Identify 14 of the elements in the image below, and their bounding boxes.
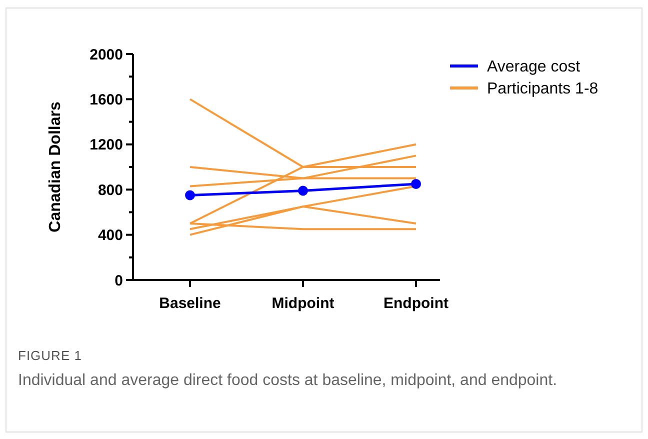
x-tick-label: Endpoint: [384, 295, 448, 312]
y-tick-label: 2000: [90, 46, 123, 64]
legend-label: Average cost: [487, 58, 581, 76]
y-tick-label: 0: [114, 272, 123, 290]
legend-label: Participants 1-8: [487, 80, 598, 98]
y-tick-label: 800: [98, 182, 123, 199]
text: Individual and average direct food costs at baseline, midpoint, and endpoint.: [18, 372, 558, 389]
x-tick-label: Midpoint: [272, 295, 334, 312]
caption: FIGURE 1: [18, 348, 82, 363]
x-tick-label: Baseline: [159, 295, 221, 312]
y-tick-label: 1600: [90, 91, 123, 108]
y-axis-title: Canadian Dollars: [47, 102, 64, 232]
y-tick-label: 1200: [90, 136, 123, 154]
y-tick-label: 400: [98, 227, 123, 244]
